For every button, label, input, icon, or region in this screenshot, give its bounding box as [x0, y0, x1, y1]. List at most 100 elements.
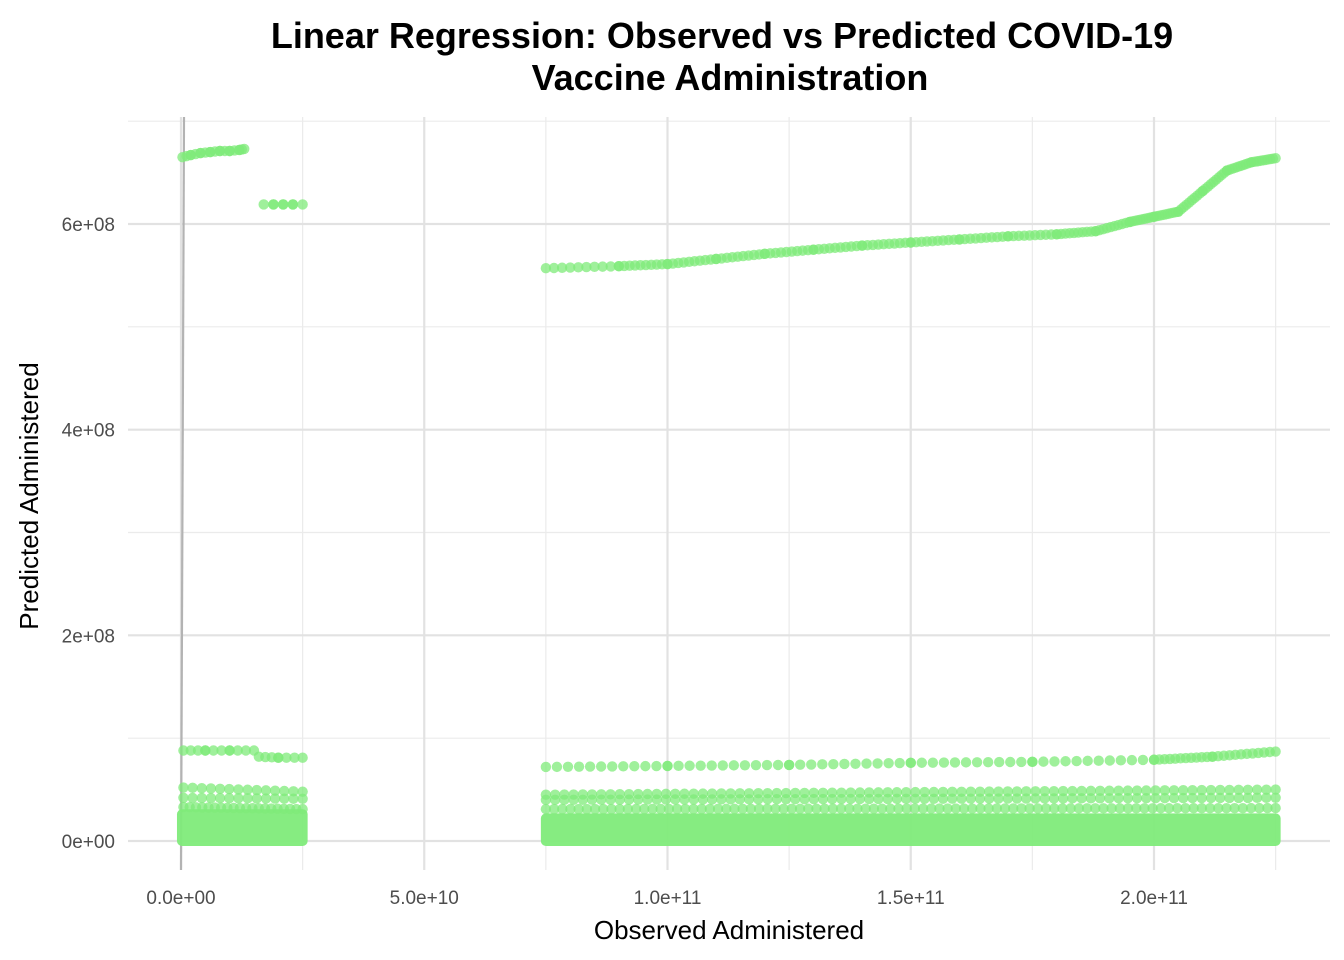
data-point: [794, 759, 806, 770]
data-point: [673, 760, 684, 772]
data-point: [772, 759, 784, 771]
reference-line: [179, 116, 186, 871]
data-point: [581, 803, 593, 815]
data-point: [258, 199, 269, 210]
data-point: [1057, 793, 1069, 804]
data-point: [260, 785, 272, 796]
data-point: [1131, 803, 1142, 814]
data-point: [928, 793, 940, 804]
data-point: [950, 803, 962, 814]
data-point: [669, 794, 681, 805]
y-tick-label: 4e+08: [62, 421, 115, 442]
data-point: [1021, 786, 1032, 797]
data-point: [974, 793, 986, 804]
data-point: [1215, 784, 1226, 796]
data-point: [1024, 803, 1035, 814]
data-point: [942, 803, 953, 814]
data-point: [196, 782, 207, 794]
data-point: [1021, 793, 1032, 804]
data-point: [573, 262, 584, 273]
data-point: [696, 803, 707, 815]
data-point: [647, 803, 658, 815]
data-point: [1139, 803, 1150, 814]
data-point: [623, 794, 635, 805]
data-point: [960, 757, 972, 768]
y-tick-label: 0e+00: [62, 832, 115, 853]
x-tick-label: 0.0e+00: [146, 888, 215, 909]
data-point: [573, 803, 584, 815]
data-point: [559, 794, 570, 806]
data-point: [762, 794, 773, 805]
data-point: [589, 803, 601, 815]
data-point: [753, 803, 765, 815]
data-point: [1188, 803, 1199, 814]
data-point: [1038, 756, 1049, 767]
data-point: [279, 793, 290, 804]
data-point: [790, 793, 801, 805]
data-point: [1076, 785, 1087, 797]
data-point: [753, 794, 764, 805]
data-point: [205, 783, 217, 794]
data-point: [761, 759, 773, 771]
data-point: [607, 761, 618, 772]
data-point: [187, 792, 198, 804]
data-point: [556, 262, 568, 273]
data-point: [548, 803, 560, 815]
data-point: [983, 803, 994, 814]
data-point: [901, 803, 912, 814]
data-point: [965, 793, 976, 804]
data-point: [876, 803, 888, 814]
data-point: [540, 263, 552, 274]
data-point: [1159, 785, 1170, 796]
data-point: [224, 745, 235, 756]
data-point: [994, 756, 1005, 768]
data-point: [178, 745, 189, 756]
data-point: [737, 803, 748, 815]
data-point: [1032, 803, 1044, 814]
data-point: [1205, 792, 1217, 804]
data-point: [836, 793, 847, 805]
data-point: [882, 793, 893, 805]
data-point: [1137, 754, 1149, 766]
data-point: [844, 803, 855, 814]
data-point: [1187, 792, 1198, 804]
chart-title-line-2: Vaccine Administration: [532, 57, 929, 98]
data-point: [679, 794, 690, 805]
data-point: [589, 261, 600, 273]
data-point: [297, 786, 308, 797]
data-point: [655, 803, 666, 815]
data-point: [606, 803, 617, 815]
data-point: [1027, 756, 1038, 768]
data-point: [975, 803, 986, 814]
data-point: [1213, 802, 1224, 814]
data-point: [861, 758, 872, 769]
data-point: [651, 760, 662, 772]
data-point: [1122, 803, 1134, 814]
data-point: [1150, 792, 1161, 804]
data-points: [176, 143, 1281, 846]
data-point: [783, 759, 795, 771]
data-point: [1093, 755, 1104, 766]
data-point: [893, 803, 904, 814]
data-point: [581, 261, 592, 273]
data-point: [251, 793, 262, 804]
data-point: [1005, 756, 1016, 768]
data-point: [268, 199, 279, 210]
data-point: [1224, 784, 1235, 796]
data-point: [817, 759, 828, 770]
data-point: [573, 761, 585, 772]
data-point: [1150, 785, 1161, 796]
data-point: [562, 761, 574, 772]
data-point: [214, 792, 226, 804]
data-point: [1094, 785, 1106, 797]
data-point: [745, 803, 757, 815]
data-point: [894, 757, 905, 769]
data-point: [1122, 793, 1134, 804]
data-point: [178, 782, 189, 793]
data-point: [216, 745, 227, 756]
x-tick-label: 2.0e+11: [1120, 888, 1188, 909]
data-point: [540, 803, 552, 815]
data-point: [224, 783, 235, 795]
data-point: [743, 794, 755, 805]
